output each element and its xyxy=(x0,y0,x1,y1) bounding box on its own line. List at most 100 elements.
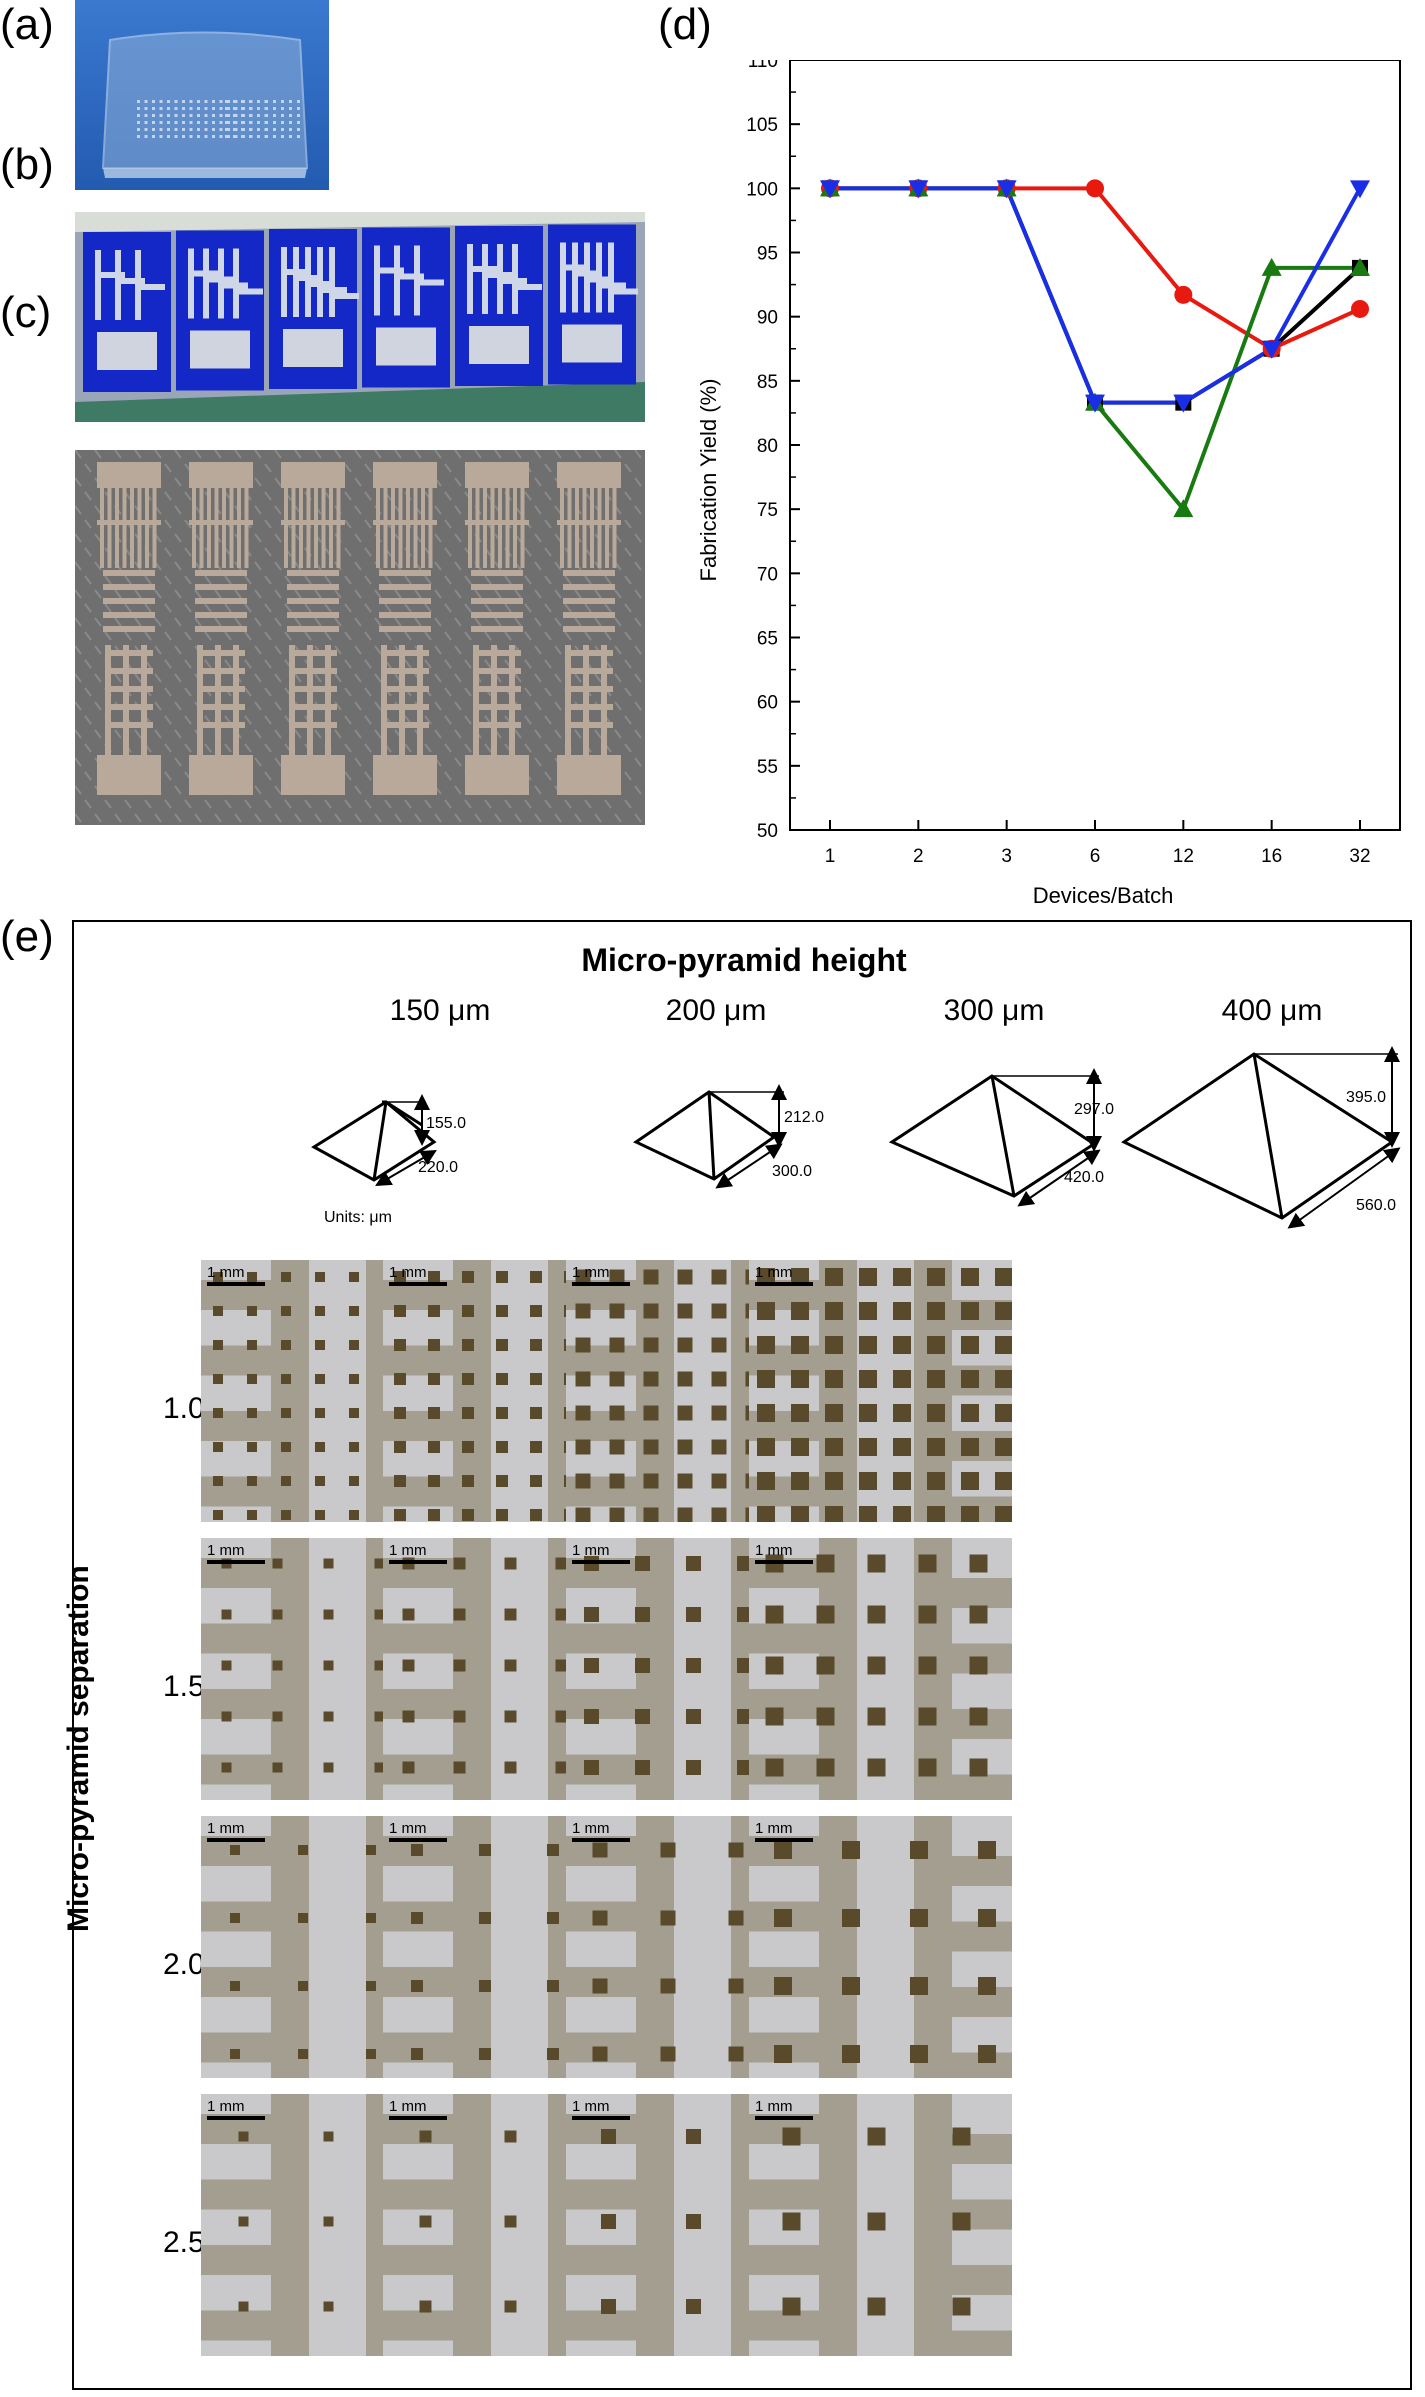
units-note: Units: μm xyxy=(324,1209,392,1226)
photo-masked-devices xyxy=(75,212,645,422)
y-tick-label: 50 xyxy=(757,821,778,842)
pyramid-400-width: 560.0 xyxy=(1356,1197,1396,1214)
photo-metal-devices xyxy=(75,450,645,825)
data-point xyxy=(1173,394,1194,413)
micrograph: 1 mm xyxy=(749,1816,1012,2078)
y-tick-label: 90 xyxy=(757,308,778,329)
row-axis-title: Micro-pyramid separation xyxy=(62,1565,95,1932)
scale-bar-label: 1 mm xyxy=(389,1264,427,1281)
yield-chart: 50 55 60 65 70 75 80 85 90 95 100 105 110 1 2 3 6 12 16 32… xyxy=(690,51,1425,920)
scale-bar-label: 1 mm xyxy=(755,2098,793,2115)
scale-bar xyxy=(572,2116,630,2120)
panel-label-a: (a) xyxy=(0,0,54,49)
y-axis-label: Fabrication Yield (%) xyxy=(696,379,721,582)
scale-bar xyxy=(207,1838,265,1842)
y-tick-label: 100 xyxy=(746,179,778,200)
pyramid-300-height: 297.0 xyxy=(1074,1101,1114,1118)
scale-bar-label: 1 mm xyxy=(207,1542,245,1559)
x-tick-label: 2 xyxy=(913,846,924,867)
pyramid-150-width: 220.0 xyxy=(418,1159,458,1176)
data-point xyxy=(1174,285,1193,304)
scale-bar xyxy=(389,1282,447,1286)
scale-bar-label: 1 mm xyxy=(572,1264,610,1281)
scale-bar-label: 1 mm xyxy=(207,1820,245,1837)
y-tick-label: 95 xyxy=(757,244,778,265)
height-label-200: 200 μm xyxy=(665,994,767,1027)
panel-label-b: (b) xyxy=(0,140,54,189)
pyramid-300-width: 420.0 xyxy=(1064,1169,1104,1186)
scale-bar-label: 1 mm xyxy=(755,1820,793,1837)
scale-bar xyxy=(755,2116,813,2120)
x-tick-label: 3 xyxy=(1001,846,1012,867)
scale-bar xyxy=(207,1560,265,1564)
height-label-400: 400 μm xyxy=(1221,994,1323,1027)
pyramid-schematics: 155.0 220.0 Units: μm 212.0 300.0 297.0 … xyxy=(311,1046,1401,1229)
scale-bar-label: 1 mm xyxy=(755,1542,793,1559)
micrograph: 1 mm xyxy=(749,1538,1012,1800)
scale-bar-label: 1 mm xyxy=(207,1264,245,1281)
scale-bar-label: 1 mm xyxy=(389,1820,427,1837)
height-label-300: 300 μm xyxy=(943,994,1045,1027)
height-label-150: 150 μm xyxy=(389,994,491,1027)
scale-bar-label: 1 mm xyxy=(572,1820,610,1837)
data-point xyxy=(1261,257,1282,276)
pyramid-150-height: 155.0 xyxy=(426,1115,466,1132)
y-tick-label: 105 xyxy=(746,115,778,136)
plot-frame xyxy=(789,59,1401,831)
micrograph: 1 mm xyxy=(749,2094,1012,2356)
data-point xyxy=(820,180,840,199)
micrograph: 1 mm xyxy=(749,1260,1012,1522)
y-tick-label: 75 xyxy=(757,500,778,521)
data-point xyxy=(1350,257,1370,276)
scale-bar-label: 1 mm xyxy=(207,2098,245,2115)
panel-label-d: (d) xyxy=(658,0,712,49)
data-point xyxy=(1085,394,1105,413)
scale-bar xyxy=(389,1838,447,1842)
y-tick-label: 70 xyxy=(757,564,778,585)
pyramid-200-height: 212.0 xyxy=(784,1109,824,1126)
data-point xyxy=(1173,499,1194,518)
scale-bar-label: 1 mm xyxy=(572,1542,610,1559)
scale-bar xyxy=(207,2116,265,2120)
x-tick-label: 12 xyxy=(1173,846,1194,867)
data-point xyxy=(1350,180,1370,199)
scale-bar xyxy=(755,1560,813,1564)
scale-bar xyxy=(755,1282,813,1286)
x-tick-label: 1 xyxy=(825,846,836,867)
x-tick-label: 6 xyxy=(1090,846,1101,867)
scale-bar xyxy=(207,1282,265,1286)
scale-bar xyxy=(572,1282,630,1286)
scale-bar xyxy=(389,1560,447,1564)
x-axis-label: Devices/Batch xyxy=(1033,883,1174,908)
y-tick-label: 80 xyxy=(757,436,778,457)
data-point xyxy=(908,180,929,199)
y-tick-label: 60 xyxy=(757,693,778,714)
scale-bar-label: 1 mm xyxy=(389,2098,427,2115)
scale-bar xyxy=(572,1560,630,1564)
pyramid-200-width: 300.0 xyxy=(772,1163,812,1180)
y-tick-label: 55 xyxy=(757,757,778,778)
scale-bar xyxy=(389,2116,447,2120)
panel-label-e: (e) xyxy=(0,912,54,961)
y-tick-label: 110 xyxy=(748,60,778,72)
x-tick-label: 16 xyxy=(1261,846,1282,867)
y-tick-label: 65 xyxy=(757,629,778,650)
data-point xyxy=(1086,179,1104,198)
scale-bar xyxy=(755,1838,813,1842)
x-tick-label: 32 xyxy=(1349,846,1370,867)
pyramid-400-height: 395.0 xyxy=(1346,1089,1386,1106)
scale-bar-label: 1 mm xyxy=(572,2098,610,2115)
panel-e-grid: Micro-pyramid height 150 μm 200 μm 300 μ… xyxy=(62,920,1412,2390)
photo-glass-mold xyxy=(75,0,329,190)
data-point xyxy=(996,180,1017,199)
series-line xyxy=(830,186,1362,405)
series-line xyxy=(830,186,1362,405)
scale-bar xyxy=(572,1838,630,1842)
data-point xyxy=(1351,299,1369,318)
scale-bar-label: 1 mm xyxy=(389,1542,427,1559)
column-axis-title: Micro-pyramid height xyxy=(581,942,907,978)
scale-bar-label: 1 mm xyxy=(755,1264,793,1281)
data-point xyxy=(1261,340,1282,359)
y-tick-label: 85 xyxy=(757,372,778,393)
panel-label-c: (c) xyxy=(0,288,52,337)
